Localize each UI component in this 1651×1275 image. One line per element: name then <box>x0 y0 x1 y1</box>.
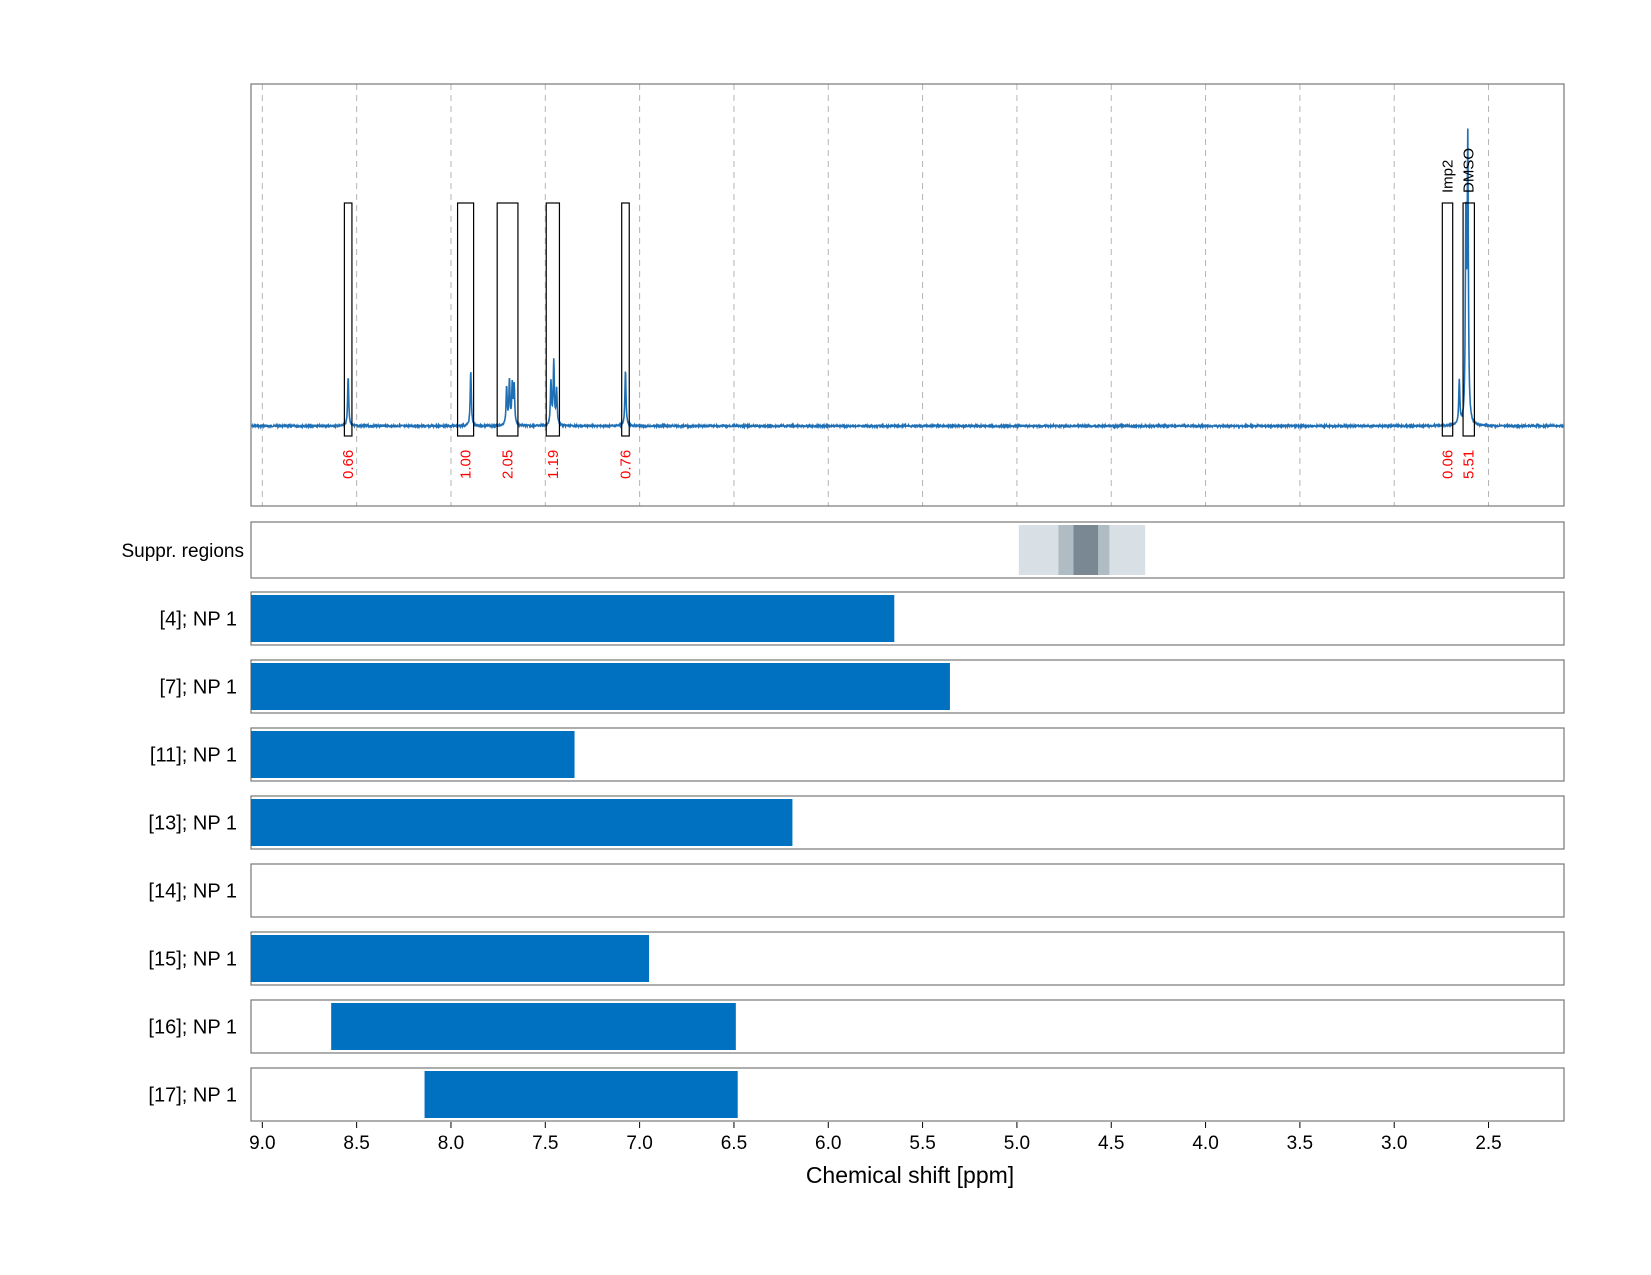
track-label: [7]; NP 1 <box>160 677 237 699</box>
track-label: [16]; NP 1 <box>148 1017 237 1039</box>
x-tick-label: 5.0 <box>1004 1133 1030 1154</box>
integral-label: 5.51 <box>1461 450 1478 479</box>
integration-region <box>456 202 475 437</box>
track-label: [4]; NP 1 <box>160 609 237 631</box>
suppressed-background <box>251 522 1564 578</box>
x-tick-label: 4.5 <box>1098 1133 1124 1154</box>
integration-region <box>496 202 519 437</box>
x-tick-label: 7.0 <box>626 1133 652 1154</box>
x-axis: 9.0 8.5 8.0 7.5 7.0 6.5 6.0 5.5 5.0 4.5 4.0 3.5 3.0 2… <box>249 1122 1502 1154</box>
tracks-panel: [4]; NP 1 [7]; NP 1 [11]; NP 1 [13]; NP 1 [1… <box>148 591 1565 1122</box>
integral-label: 1.00 <box>458 450 475 479</box>
suppressed-band <box>1073 525 1099 575</box>
region-name-label: Imp2 <box>1440 160 1457 193</box>
x-tick-label: 4.0 <box>1192 1133 1218 1154</box>
spectrum-line <box>250 128 1565 430</box>
spectrum-frame <box>250 83 1565 507</box>
track-label: [14]; NP 1 <box>148 881 237 903</box>
track-bar <box>251 935 650 982</box>
integral-label: 0.66 <box>340 450 357 479</box>
track-label: [15]; NP 1 <box>148 949 237 971</box>
track-frame <box>250 863 1565 918</box>
track-bar <box>424 1071 738 1118</box>
x-tick-label: 6.0 <box>815 1133 841 1154</box>
x-tick-label: 3.5 <box>1287 1133 1313 1154</box>
integral-label: 0.06 <box>1440 450 1457 479</box>
x-tick-label: 8.0 <box>438 1133 464 1154</box>
integration-region <box>343 202 353 437</box>
integration-region <box>1441 202 1454 437</box>
track-label: [11]; NP 1 <box>150 745 237 767</box>
integral-label: 2.05 <box>500 450 517 479</box>
track-label: [13]; NP 1 <box>148 813 237 835</box>
suppressed-frame <box>250 521 1565 579</box>
integration-region <box>545 202 561 437</box>
integral-label: 0.76 <box>617 450 634 479</box>
region-name-label: DMSO <box>1461 148 1478 193</box>
spectrum-panel: 0.66 1.00 2.05 1.19 0.76 0.06 Imp2 5.51 DMSO <box>250 83 1565 507</box>
x-tick-label: 8.5 <box>343 1133 369 1154</box>
integration-region <box>1462 202 1475 437</box>
x-tick-label: 7.5 <box>532 1133 558 1154</box>
spectrum-background <box>251 84 1564 506</box>
track-bar <box>251 595 895 642</box>
x-tick-label: 3.0 <box>1381 1133 1407 1154</box>
track-bar <box>251 799 793 846</box>
track-label: [17]; NP 1 <box>148 1085 237 1107</box>
integration-region <box>621 202 630 437</box>
x-tick-label: 5.5 <box>909 1133 935 1154</box>
track-bar <box>331 1003 736 1050</box>
x-axis-title: Chemical shift [ppm] <box>806 1162 1014 1188</box>
x-tick-label: 9.0 <box>249 1133 275 1154</box>
suppressed-regions-label: Suppr. regions <box>121 541 244 562</box>
track-bar <box>251 731 575 778</box>
integral-label: 1.19 <box>545 450 562 479</box>
x-tick-label: 2.5 <box>1475 1133 1501 1154</box>
track-bar <box>251 663 950 710</box>
suppressed-regions-panel: Suppr. regions <box>121 521 1565 579</box>
x-tick-label: 6.5 <box>721 1133 747 1154</box>
